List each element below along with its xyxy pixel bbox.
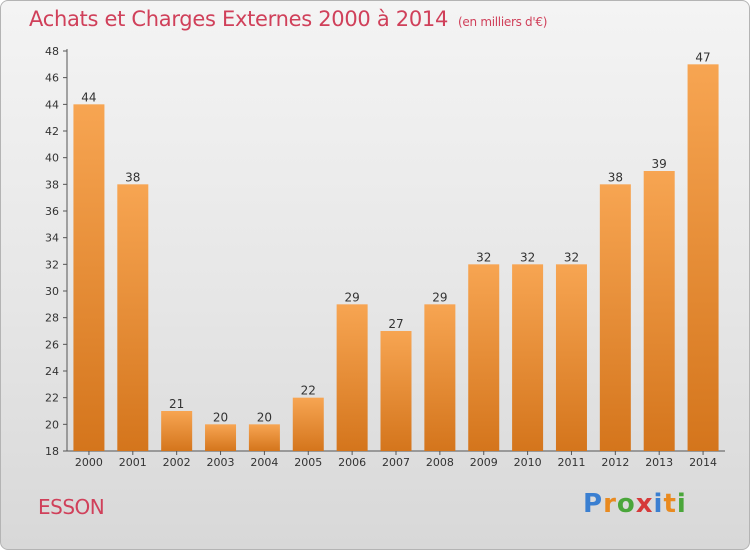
bar-2013 xyxy=(643,171,675,451)
x-tick-label: 2006 xyxy=(338,456,366,469)
bar-2003 xyxy=(205,424,237,451)
value-label: 22 xyxy=(301,384,316,398)
y-tick-label: 38 xyxy=(45,178,59,191)
commune-name: ESSON xyxy=(38,495,105,519)
y-tick-label: 42 xyxy=(45,125,59,138)
value-label: 20 xyxy=(257,410,272,424)
y-tick-label: 20 xyxy=(45,418,59,431)
logo-letter: t xyxy=(663,489,677,519)
value-label: 32 xyxy=(520,250,535,264)
proxiti-logo[interactable]: Proxiti xyxy=(583,489,687,519)
value-label: 29 xyxy=(432,290,447,304)
bar-2008 xyxy=(424,304,456,451)
y-tick-label: 34 xyxy=(45,232,59,245)
y-tick-label: 48 xyxy=(45,45,59,58)
value-label: 38 xyxy=(125,170,140,184)
title-unit: (en milliers d'€) xyxy=(458,15,548,29)
bar-2001 xyxy=(117,184,149,452)
y-tick-label: 44 xyxy=(45,98,59,111)
value-label: 20 xyxy=(213,410,228,424)
logo-letter: i xyxy=(653,489,664,519)
bar-2000 xyxy=(73,104,105,451)
bar-2012 xyxy=(599,184,631,452)
y-tick-label: 28 xyxy=(45,312,59,325)
y-tick-label: 18 xyxy=(45,445,59,458)
x-tick-label: 2013 xyxy=(645,456,673,469)
logo-letter: i xyxy=(676,489,687,519)
y-tick-label: 30 xyxy=(45,285,59,298)
bar-2004 xyxy=(248,424,280,451)
x-tick-label: 2009 xyxy=(470,456,498,469)
y-tick-label: 26 xyxy=(45,338,59,351)
y-tick-label: 36 xyxy=(45,205,59,218)
title-text: Achats et Charges Externes 2000 à 2014 xyxy=(29,7,449,31)
x-tick-label: 2008 xyxy=(426,456,454,469)
value-label: 39 xyxy=(652,157,667,171)
x-tick-label: 2002 xyxy=(163,456,191,469)
x-tick-label: 2001 xyxy=(119,456,147,469)
value-label: 38 xyxy=(608,170,623,184)
value-label: 29 xyxy=(344,290,359,304)
x-tick-label: 2014 xyxy=(689,456,717,469)
value-label: 21 xyxy=(169,397,184,411)
y-tick-label: 32 xyxy=(45,258,59,271)
y-tick-label: 40 xyxy=(45,152,59,165)
logo-letter: x xyxy=(635,489,654,519)
bar-2009 xyxy=(468,264,500,451)
bar-2011 xyxy=(555,264,587,451)
bar-2007 xyxy=(380,331,412,451)
value-label: 27 xyxy=(388,317,403,331)
value-label: 47 xyxy=(695,50,710,64)
x-tick-label: 2007 xyxy=(382,456,410,469)
y-tick-label: 24 xyxy=(45,365,59,378)
value-label: 32 xyxy=(564,250,579,264)
bar-2005 xyxy=(292,397,324,451)
x-tick-label: 2011 xyxy=(557,456,585,469)
bar-2006 xyxy=(336,304,368,451)
bar-2014 xyxy=(687,64,719,452)
x-tick-label: 2010 xyxy=(514,456,542,469)
bar-2010 xyxy=(512,264,544,451)
x-tick-label: 2003 xyxy=(207,456,235,469)
logo-letter: o xyxy=(616,489,636,519)
x-tick-label: 2004 xyxy=(250,456,278,469)
y-tick-label: 22 xyxy=(45,392,59,405)
logo-letter: r xyxy=(603,489,617,519)
x-tick-label: 2000 xyxy=(75,456,103,469)
value-label: 44 xyxy=(81,90,96,104)
x-tick-label: 2012 xyxy=(601,456,629,469)
y-tick-label: 46 xyxy=(45,72,59,85)
logo-letter: P xyxy=(583,489,604,519)
x-tick-label: 2005 xyxy=(294,456,322,469)
value-label: 32 xyxy=(476,250,491,264)
bar-2002 xyxy=(161,411,193,451)
chart-title: Achats et Charges Externes 2000 à 2014 (e… xyxy=(29,7,547,31)
